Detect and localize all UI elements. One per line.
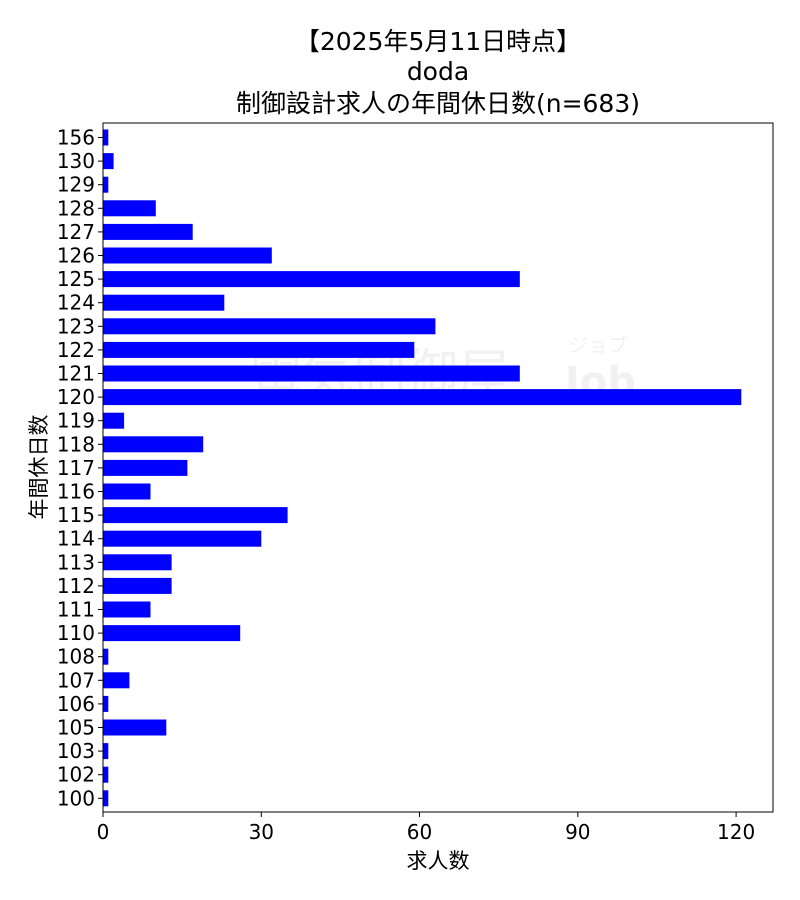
x-tick-label-120: 120 xyxy=(717,820,755,844)
bar-106 xyxy=(103,695,109,712)
y-tick-label-102: 102 xyxy=(57,763,95,787)
y-tick-label-115: 115 xyxy=(57,503,95,527)
bar-102 xyxy=(103,766,109,783)
x-tick-label-90: 90 xyxy=(565,820,590,844)
chart-title-line-2: doda xyxy=(407,57,469,86)
chart-title-line-3: 制御設計求人の年間休日数(n=683) xyxy=(236,89,640,118)
y-tick-label-128: 128 xyxy=(57,196,95,220)
bar-116 xyxy=(103,483,151,500)
y-tick-label-108: 108 xyxy=(57,645,95,669)
y-tick-label-156: 156 xyxy=(57,126,95,150)
y-axis-label: 年間休日数 xyxy=(27,415,51,520)
y-tick-label-113: 113 xyxy=(57,550,95,574)
bar-123 xyxy=(103,318,436,335)
bar-112 xyxy=(103,577,172,594)
y-tick-label-106: 106 xyxy=(57,692,95,716)
bar-156 xyxy=(103,129,109,146)
bar-125 xyxy=(103,271,520,288)
y-tick-label-121: 121 xyxy=(57,362,95,386)
bar-115 xyxy=(103,507,288,524)
y-tick-label-127: 127 xyxy=(57,220,95,244)
x-axis-label: 求人数 xyxy=(407,849,470,873)
y-tick-label-126: 126 xyxy=(57,244,95,268)
y-tick-label-122: 122 xyxy=(57,338,95,362)
chart-title-line-1: 【2025年5月11日時点】 xyxy=(295,27,581,56)
bar-127 xyxy=(103,223,193,240)
x-tick-label-30: 30 xyxy=(249,820,274,844)
bar-100 xyxy=(103,790,109,807)
bar-111 xyxy=(103,601,151,618)
x-tick-label-60: 60 xyxy=(407,820,432,844)
bars xyxy=(103,129,742,807)
bar-120 xyxy=(103,389,742,406)
bar-121 xyxy=(103,365,520,382)
y-tick-label-107: 107 xyxy=(57,668,95,692)
bar-126 xyxy=(103,247,272,264)
bar-129 xyxy=(103,176,109,193)
bar-107 xyxy=(103,672,130,689)
y-tick-label-114: 114 xyxy=(57,527,95,551)
bar-114 xyxy=(103,530,262,547)
bar-103 xyxy=(103,743,109,760)
y-tick-label-129: 129 xyxy=(57,173,95,197)
y-tick-label-111: 111 xyxy=(57,598,95,622)
y-tick-label-120: 120 xyxy=(57,385,95,409)
bar-117 xyxy=(103,459,188,476)
y-tick-label-130: 130 xyxy=(57,149,95,173)
bar-128 xyxy=(103,200,156,217)
y-tick-label-118: 118 xyxy=(57,432,95,456)
y-tick-label-119: 119 xyxy=(57,409,95,433)
y-tick-label-125: 125 xyxy=(57,267,95,291)
watermark-small-text: ジョブ xyxy=(568,333,628,357)
x-tick-label-0: 0 xyxy=(97,820,110,844)
y-tick-label-103: 103 xyxy=(57,739,95,763)
y-tick-label-112: 112 xyxy=(57,574,95,598)
bar-105 xyxy=(103,719,167,736)
y-tick-label-105: 105 xyxy=(57,716,95,740)
bar-110 xyxy=(103,625,241,642)
bar-108 xyxy=(103,648,109,665)
bar-118 xyxy=(103,436,204,453)
y-axis-ticks: 1561301291281271261251241231221211201191… xyxy=(57,126,103,810)
y-tick-label-117: 117 xyxy=(57,456,95,480)
bar-122 xyxy=(103,341,415,358)
bar-113 xyxy=(103,554,172,571)
bar-124 xyxy=(103,294,225,311)
x-axis-ticks: 0 30 60 90 120 xyxy=(97,812,755,844)
plot-frame xyxy=(102,122,774,813)
y-tick-label-124: 124 xyxy=(57,291,95,315)
bar-130 xyxy=(103,153,114,170)
y-tick-label-116: 116 xyxy=(57,480,95,504)
y-tick-label-123: 123 xyxy=(57,314,95,338)
y-tick-label-100: 100 xyxy=(57,786,95,810)
y-tick-label-110: 110 xyxy=(57,621,95,645)
bar-119 xyxy=(103,412,125,429)
